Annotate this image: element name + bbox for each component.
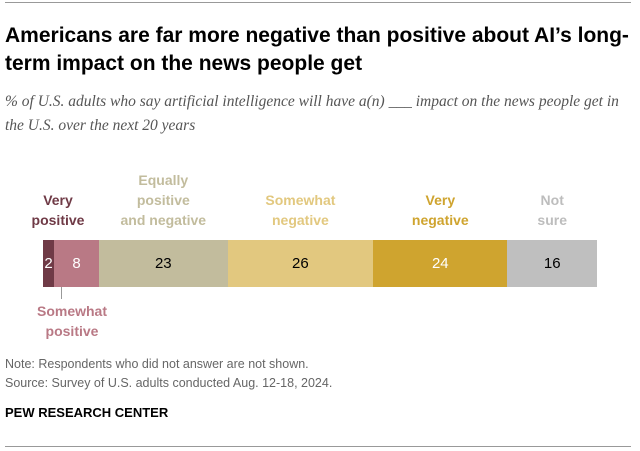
note: Note: Respondents who did not answer are… (5, 357, 309, 371)
bar-segment: 16 (507, 240, 597, 287)
top-rule (5, 2, 631, 3)
data-label: 8 (72, 255, 81, 272)
data-label: 26 (292, 255, 309, 272)
category-label: Very positive (31, 192, 85, 228)
data-label: 16 (543, 255, 561, 272)
bar-segment: 8 (54, 240, 99, 287)
chart-subtitle: % of U.S. adults who say artificial inte… (5, 93, 619, 134)
bar-segment: 23 (98, 240, 228, 287)
leader-line (61, 287, 62, 299)
bar-segment: 26 (227, 240, 374, 287)
pew-logo-text: PEW RESEARCH CENTER (5, 405, 169, 420)
chart-title: Americans are far more negative than pos… (5, 24, 629, 75)
bar-segment: 24 (373, 240, 508, 287)
bar-segment: 2 (43, 240, 55, 287)
category-label: Not sure (537, 192, 568, 228)
category-label: Somewhat positive (36, 303, 108, 339)
category-label: Very negative (411, 192, 469, 228)
source: Source: Survey of U.S. adults conducted … (5, 376, 333, 390)
category-label: Somewhat negative (265, 192, 336, 228)
bottom-rule (5, 446, 631, 447)
category-label: Equally positive and negative (120, 172, 207, 228)
data-label: 2 (44, 255, 53, 272)
data-label: 24 (431, 255, 449, 272)
data-label: 23 (154, 255, 172, 272)
